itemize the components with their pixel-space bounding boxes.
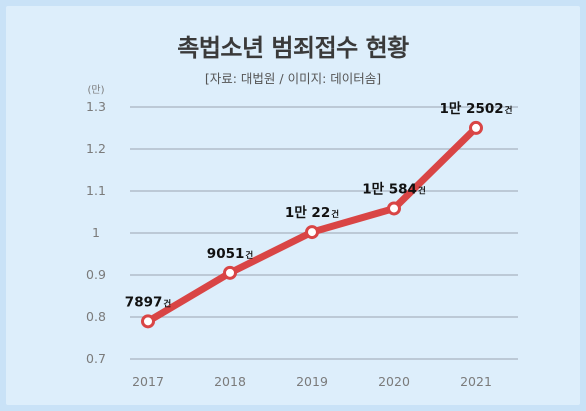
data-label-unit: 건	[163, 298, 171, 309]
x-tick-label: 2021	[460, 374, 492, 389]
data-label-value: 7897	[125, 294, 163, 310]
y-tick-label: 1.2	[86, 141, 106, 156]
y-tick-label: 1	[92, 225, 100, 240]
data-label: 1만 2502건	[440, 101, 513, 117]
y-tick-label: 1.1	[86, 183, 106, 198]
data-point	[223, 265, 237, 280]
x-tick-label: 2019	[296, 374, 328, 389]
x-tick-label: 2018	[214, 374, 246, 389]
data-label-unit: 건	[331, 209, 339, 220]
y-tick-label: 0.7	[86, 351, 106, 366]
data-label-unit: 건	[505, 105, 513, 116]
data-label: 1만 584건	[362, 181, 426, 197]
data-point	[305, 225, 319, 240]
data-points	[141, 120, 483, 329]
data-label: 7897건	[125, 294, 172, 310]
data-label-value: 9051	[207, 246, 245, 262]
y-tick-label: 0.8	[86, 309, 106, 324]
y-tick-label: 1.3	[86, 99, 106, 114]
chart-source: [자료: 대법원 / 이미지: 데이터솜]	[204, 71, 382, 86]
x-tick-label: 2017	[132, 374, 164, 389]
y-unit-label: (만)	[87, 84, 104, 96]
data-label-value: 1만 22	[285, 205, 330, 221]
data-label-unit: 건	[418, 185, 426, 196]
series-line	[144, 124, 480, 325]
data-point	[469, 120, 483, 135]
chart-frame	[6, 6, 580, 405]
chart-title: 촉법소년 범죄접수 현황	[177, 34, 409, 62]
x-tick-labels: 2017 2018 2019 2020 2021	[132, 374, 492, 389]
data-label: 1만 22건	[285, 205, 339, 221]
data-label-unit: 건	[245, 250, 253, 261]
y-tick-label: 0.9	[86, 267, 106, 282]
data-point	[141, 314, 155, 329]
x-tick-label: 2020	[378, 374, 410, 389]
data-label-value: 1만 584	[362, 181, 417, 197]
data-label: 9051건	[207, 246, 254, 262]
data-point	[387, 201, 401, 216]
data-label-value: 1만 2502	[440, 101, 504, 117]
y-tick-labels: 0.7 0.8 0.9 1 1.1 1.2 1.3	[86, 99, 106, 366]
